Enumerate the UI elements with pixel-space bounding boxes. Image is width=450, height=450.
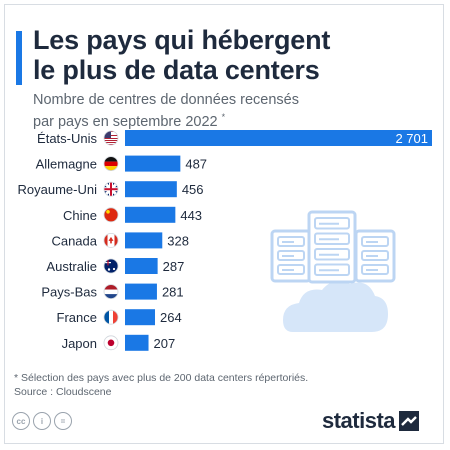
statista-logo-text: statista: [322, 408, 396, 433]
category-label: Japon: [62, 336, 97, 351]
value-label: 207: [154, 336, 176, 351]
title-accent-bar: [16, 31, 22, 85]
chart-subtitle-line-2: par pays en septembre 2022 *: [33, 109, 433, 131]
bar-row: Allemagne 487: [36, 155, 207, 172]
bar-row: États-Unis 2 701: [37, 130, 432, 146]
source: Source : Cloudscene: [14, 386, 112, 398]
value-label: 328: [167, 233, 189, 248]
server-unit: [361, 250, 389, 261]
flag-jp-icon: [103, 335, 119, 351]
value-label: 443: [180, 208, 202, 223]
bar: [125, 155, 181, 172]
value-label: 487: [185, 157, 207, 172]
bar-row: Australie 287: [46, 258, 184, 274]
bar-row: Japon 207: [62, 334, 176, 351]
category-label: Royaume-Uni: [18, 182, 98, 197]
bar-row: France 264: [57, 309, 182, 326]
category-label: Chine: [63, 208, 97, 223]
footnote-marker: *: [221, 112, 226, 122]
flag-us-icon: [103, 130, 119, 146]
bar: [125, 283, 157, 300]
chart-subtitle-line-2-text: par pays en septembre 2022: [33, 113, 218, 130]
server-unit: [314, 248, 350, 261]
category-label: Allemagne: [36, 157, 97, 172]
value-label: 287: [163, 259, 185, 274]
footnote: * Sélection des pays avec plus de 200 da…: [14, 372, 309, 384]
bar-row: Pays-Bas 281: [41, 283, 184, 300]
license-icons: cc i =: [12, 412, 72, 430]
bar: [125, 258, 158, 274]
category-label: France: [57, 310, 97, 325]
category-label: États-Unis: [37, 131, 97, 146]
no-derivatives-icon[interactable]: =: [54, 412, 72, 430]
server-unit: [314, 263, 350, 276]
category-label: Canada: [51, 233, 97, 248]
flag-nl-icon: [103, 284, 119, 300]
server-unit: [277, 250, 305, 261]
flag-au-icon: [103, 258, 119, 274]
chart-title: Les pays qui hébergent le plus de data c…: [33, 25, 433, 85]
flag-fr-icon: [103, 309, 119, 325]
cloud-shape: [283, 281, 388, 332]
bar: [125, 130, 432, 146]
value-label: 2 701: [395, 131, 428, 146]
server-illustration: [270, 210, 396, 332]
category-label: Pays-Bas: [41, 285, 97, 300]
attribution-icon[interactable]: i: [33, 412, 51, 430]
infographic-frame: Les pays qui hébergent le plus de data c…: [4, 4, 444, 444]
chart-title-line-1: Les pays qui hébergent: [33, 25, 331, 55]
server-unit: [277, 236, 305, 247]
flag-cn-icon: [103, 207, 119, 223]
server-unit: [361, 264, 389, 275]
chart-subtitle: Nombre de centres de données recensés pa…: [33, 92, 433, 131]
chart-subtitle-line-1: Nombre de centres de données recensés: [33, 92, 299, 108]
server-unit: [314, 232, 350, 245]
server-unit: [361, 236, 389, 247]
statista-logo[interactable]: statista: [322, 408, 420, 433]
bar-row: Chine 443: [63, 206, 202, 223]
value-label: 264: [160, 310, 182, 325]
category-label: Australie: [46, 259, 97, 274]
flag-de-icon: [103, 156, 119, 172]
server-unit: [277, 264, 305, 275]
flag-gb-icon: [103, 181, 119, 197]
value-label: 456: [182, 182, 204, 197]
flag-ca-icon: [103, 232, 119, 248]
statista-logo-mark: [399, 411, 420, 431]
footnote-block: * Sélection des pays avec plus de 200 da…: [14, 371, 308, 399]
chart-bars: États-Unis 2 701 Allemagne 487 Royaume-Uni 45…: [18, 130, 432, 351]
creative-commons-icon[interactable]: cc: [12, 412, 30, 430]
bar: [125, 334, 149, 351]
bar: [125, 232, 163, 249]
bar: [125, 181, 177, 198]
server-unit: [314, 217, 350, 230]
bar: [125, 206, 176, 223]
bar-row: Canada 328: [51, 232, 189, 249]
value-label: 281: [162, 285, 184, 300]
bar: [125, 309, 156, 326]
chart-title-line-2: le plus de data centers: [33, 55, 320, 85]
bar-row: Royaume-Uni 456: [18, 181, 204, 198]
